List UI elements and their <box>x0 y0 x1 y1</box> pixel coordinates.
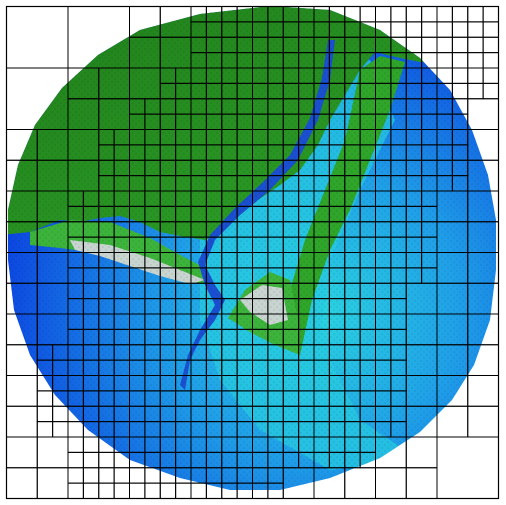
mesh-svg <box>0 0 506 505</box>
mesh-figure <box>0 0 506 505</box>
